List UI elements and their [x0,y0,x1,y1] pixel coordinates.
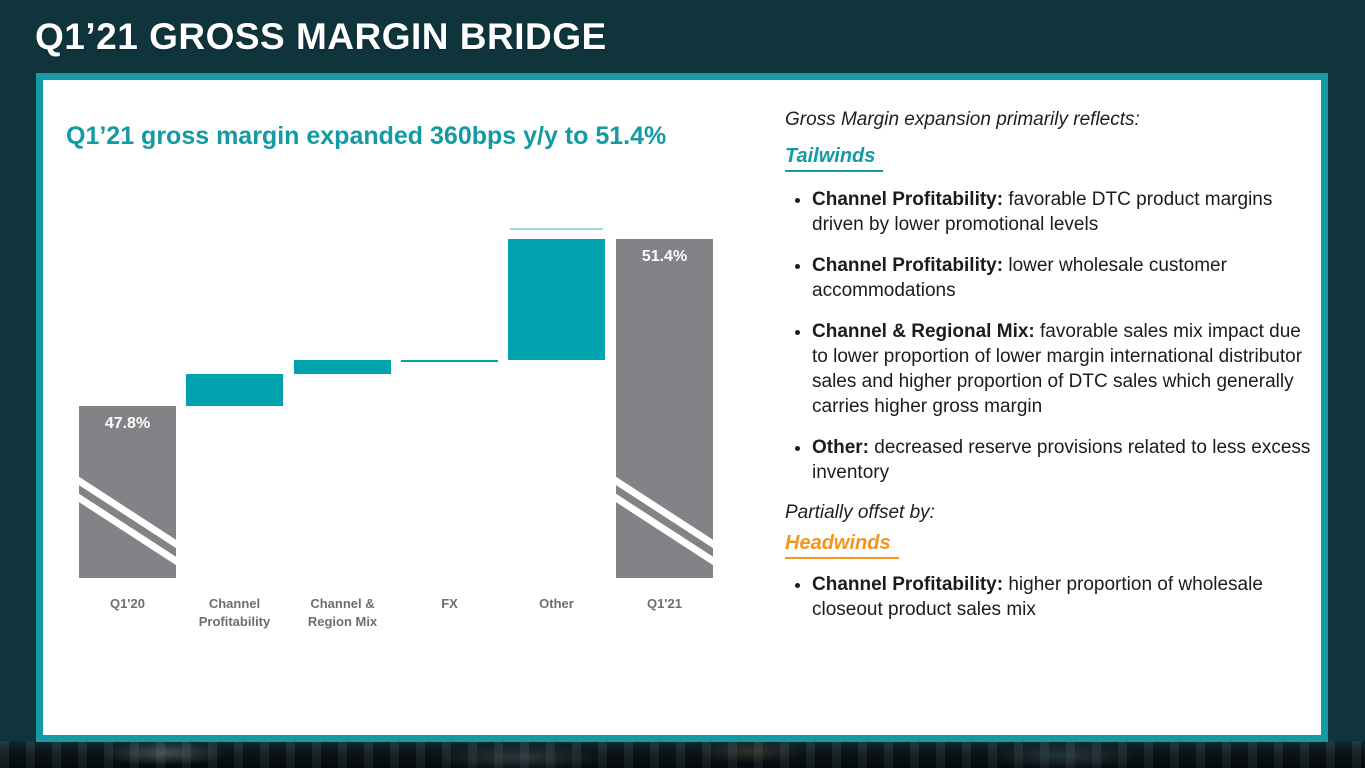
waterfall-bar-channel-region-mix [294,360,391,374]
axis-category-label: Q1'21 [647,596,682,611]
bullet-text: favorable DTC product margins driven by … [812,188,1273,235]
bullet-text: favorable sales mix impact due to lower … [812,321,1303,418]
bullet-lead: Other: [812,437,869,459]
background-rocks-texture [0,741,1365,768]
chart-title: Q1’21 gross margin expanded 360bps y/y t… [66,122,667,150]
headwinds-list: Channel Profitability: higher proportion… [785,572,1321,622]
tailwinds-heading-row: Tailwinds [785,145,1321,172]
headwinds-heading-row: Headwinds [785,532,1321,560]
tailwinds-list: Channel Profitability: favorable DTC pro… [785,187,1321,486]
waterfall-bar-fx [401,360,498,362]
bar-fill [508,239,605,360]
bar-fill [186,374,283,406]
bar-fill [79,406,176,578]
bar-fill [401,360,498,362]
axis-break-mark [616,467,713,558]
bullet-lead: Channel Profitability: [812,188,1004,210]
headwind-bullet-1: Channel Profitability: higher proportion… [812,572,1321,622]
axis-category-label: Channel Profitability [198,596,271,629]
axis-category-label: Q1'20 [110,596,145,611]
axis-category-label: Channel & Region Mix [307,596,378,629]
connector-line [510,228,603,230]
bullet-lead: Channel Profitability: [812,574,1004,596]
headwinds-heading: Headwinds [785,532,899,560]
bullet-text: decreased reserve provisions related to … [812,437,1311,484]
bullet-lead: Channel & Regional Mix: [812,321,1035,342]
bar-data-label: 47.8% [104,415,151,432]
tailwind-bullet-4: Other: decreased reserve provisions rela… [812,435,1321,485]
bullet-lead: Channel Profitability: [812,254,1004,276]
bullet-text: higher proportion of wholesale closeout … [812,574,1263,621]
commentary-panel: Gross Margin expansion primarily reflect… [785,108,1321,638]
tailwind-bullet-1: Channel Profitability: favorable DTC pro… [812,187,1321,237]
tailwind-bullet-2: Channel Profitability: lower wholesale c… [812,253,1321,303]
bar-data-label: 51.4% [641,248,688,265]
waterfall-bar-q1-21: 51.4% [616,239,713,578]
bullet-text: lower wholesale customer accommodations [812,254,1227,301]
waterfall-chart: 47.8% Q1'20 Channel Profitability Channel &… [43,80,783,735]
tailwind-bullet-3: Channel & Regional Mix: favorable sales … [812,319,1321,419]
bar-fill [616,239,713,578]
content-card: Q1’21 gross margin expanded 360bps y/y t… [36,73,1328,742]
offset-intro-text: Partially offset by: [785,502,935,524]
axis-break-mark [79,467,176,558]
waterfall-bar-other [508,228,605,360]
bar-fill [294,360,391,374]
waterfall-bar-channel-profitability [186,374,283,406]
axis-category-label: FX [441,596,458,611]
slide-title: Q1’21 GROSS MARGIN BRIDGE [35,16,607,57]
intro-text: Gross Margin expansion primarily reflect… [785,109,1140,130]
tailwinds-heading: Tailwinds [785,145,884,172]
waterfall-bar-q1-20: 47.8% [79,406,176,578]
axis-category-label: Other [539,596,574,611]
headwinds-section: Partially offset by: Headwinds Channel P… [785,501,1321,622]
